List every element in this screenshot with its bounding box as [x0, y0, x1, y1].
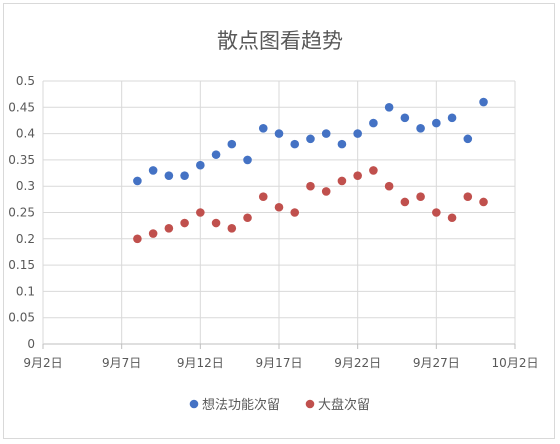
data-point-series-2	[180, 218, 189, 228]
y-tick-label: 0.2	[16, 232, 35, 246]
x-tick-label: 9月22日	[334, 356, 381, 370]
data-point-series-2	[274, 202, 284, 212]
data-point-series-1	[384, 103, 394, 112]
data-point-series-1	[180, 171, 189, 180]
data-point-series-1	[400, 113, 410, 123]
y-tick-label: 0.3	[16, 179, 35, 193]
y-tick-label: 0.4	[16, 127, 35, 141]
data-point-series-1	[211, 150, 221, 159]
data-point-series-1	[447, 113, 457, 123]
y-axis-ticks: 0 0.05 0.1 0.15 0.2 0.25 0.3 0.35 0.4 0.45 0.5	[8, 74, 35, 351]
chart-frame: 散点图看趋势 0 0.05 0.1 0.15 0.2 0.25 0.3 0.35 0.4 0.45…	[3, 3, 555, 439]
data-point-series-1	[227, 139, 237, 149]
data-point-series-2	[353, 171, 362, 180]
data-point-series-2	[463, 192, 473, 202]
axes	[42, 81, 516, 349]
data-point-series-2	[369, 166, 378, 175]
data-point-series-1	[479, 97, 488, 107]
y-tick-label: 0.5	[16, 74, 35, 88]
data-point-series-1	[274, 129, 284, 138]
data-point-series-2	[133, 234, 142, 244]
data-point-series-1	[148, 166, 158, 175]
x-axis-ticks: 9月2日 9月7日 9月12日 9月17日 9月22日 9月27日 10月2日	[23, 356, 538, 370]
y-tick-label: 0	[27, 337, 35, 351]
data-point-series-1	[258, 124, 268, 133]
data-point-series-1	[164, 171, 174, 180]
y-tick-label: 0.45	[8, 100, 35, 114]
x-tick-label: 9月7日	[102, 356, 141, 370]
legend-marker	[189, 399, 199, 409]
y-tick-label: 0.25	[8, 206, 35, 220]
data-point-series-1	[321, 129, 331, 138]
x-tick-label: 10月2日	[492, 356, 539, 370]
y-tick-label: 0.35	[8, 153, 35, 167]
data-point-series-1	[290, 139, 300, 149]
y-tick-label: 0.05	[8, 311, 35, 325]
data-point-series-1	[353, 129, 362, 138]
data-point-series-1	[369, 118, 378, 128]
data-point-series-1	[306, 134, 315, 144]
x-tick-label: 9月2日	[23, 356, 62, 370]
scatter-chart: 散点图看趋势 0 0.05 0.1 0.15 0.2 0.25 0.3 0.35 0.4 0.45…	[8, 29, 538, 413]
data-point-series-2	[211, 218, 221, 228]
data-point-series-1	[196, 160, 205, 170]
data-point-series-1	[463, 134, 473, 144]
data-point-series-2	[290, 208, 300, 217]
data-point-series-2	[479, 197, 488, 207]
chart-title: 散点图看趋势	[217, 29, 343, 53]
data-point-series-1	[432, 118, 441, 128]
gridlines	[43, 80, 516, 344]
data-points	[133, 97, 488, 244]
data-point-series-2	[384, 181, 394, 191]
y-tick-label: 0.1	[16, 284, 35, 298]
legend: 想法功能次留 大盘次留	[189, 397, 370, 413]
data-point-series-2	[258, 192, 268, 202]
data-point-series-1	[243, 155, 252, 165]
x-tick-label: 9月12日	[177, 356, 224, 370]
legend-marker	[305, 399, 315, 409]
legend-label: 大盘次留	[318, 397, 370, 413]
legend-label: 想法功能次留	[202, 397, 280, 413]
x-tick-label: 9月17日	[256, 356, 303, 370]
data-point-series-2	[243, 213, 252, 223]
data-point-series-1	[416, 124, 425, 133]
data-point-series-2	[400, 197, 410, 207]
data-point-series-2	[416, 192, 425, 202]
data-point-series-2	[432, 208, 441, 217]
data-point-series-2	[164, 223, 174, 233]
data-point-series-1	[337, 139, 347, 149]
data-point-series-2	[227, 223, 237, 233]
data-point-series-2	[337, 176, 347, 186]
y-tick-label: 0.15	[8, 258, 35, 272]
data-point-series-2	[321, 187, 331, 196]
data-point-series-2	[196, 208, 205, 217]
data-point-series-1	[133, 176, 142, 186]
data-point-series-2	[306, 181, 315, 191]
data-point-series-2	[148, 229, 158, 238]
data-point-series-2	[447, 213, 457, 223]
x-tick-label: 9月27日	[413, 356, 460, 370]
